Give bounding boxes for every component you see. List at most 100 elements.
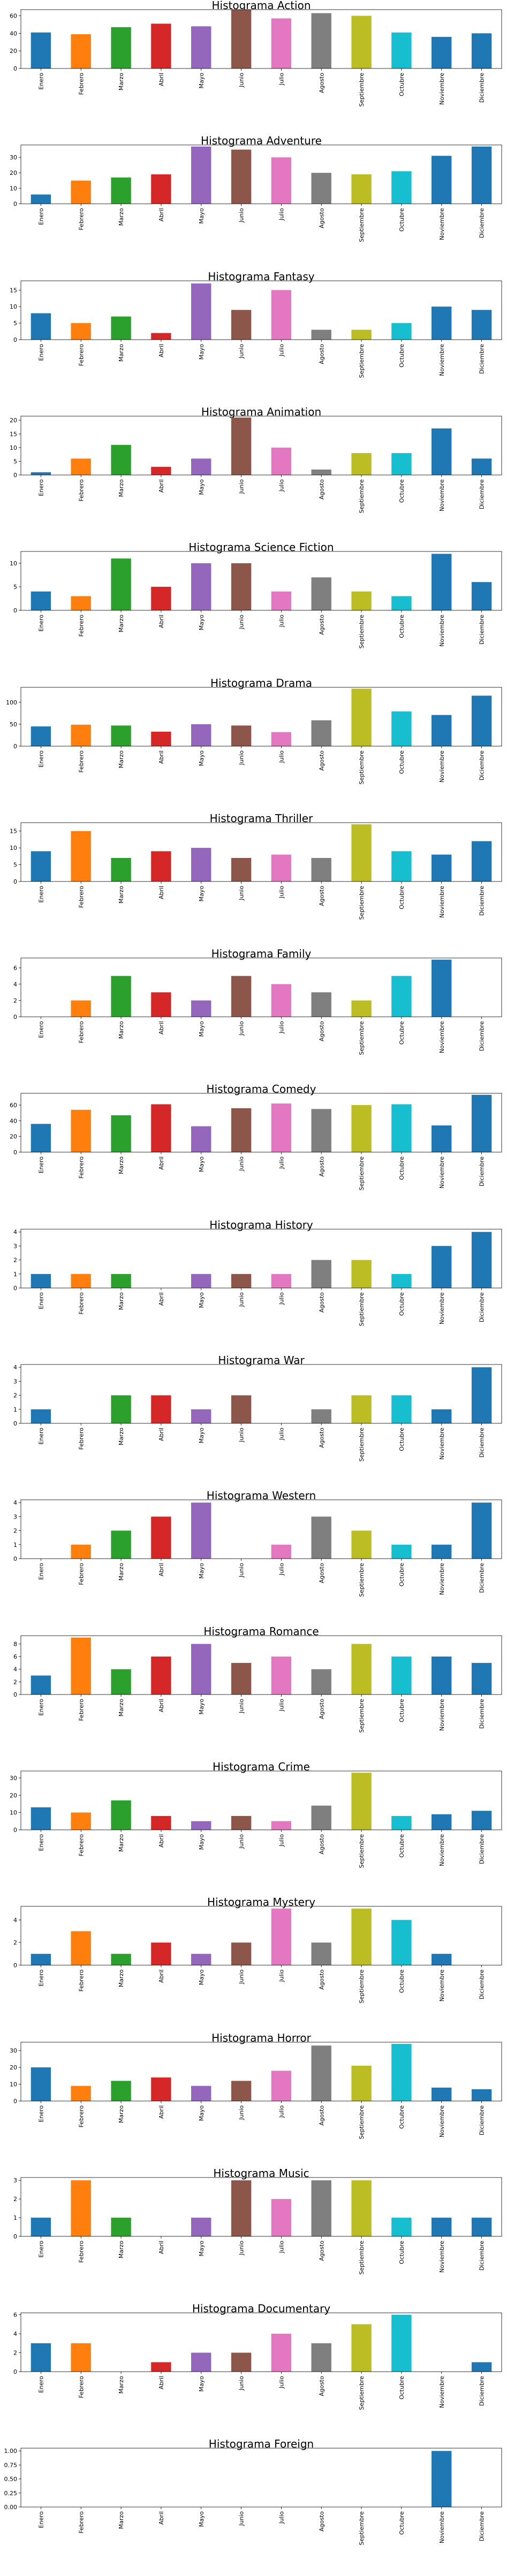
x-tick-label: Marzo [118, 2511, 125, 2529]
bar-septiembre [351, 2324, 372, 2372]
x-tick-label: Abril [158, 208, 165, 221]
x-tick-label: Junio [238, 1428, 245, 1443]
y-tick-label: 2 [13, 1392, 17, 1399]
x-tick-label: Julio [278, 1156, 285, 1169]
x-tick-label: Febrero [78, 886, 85, 908]
x-tick-label: Marzo [118, 2241, 125, 2259]
bar-noviembre [432, 1544, 452, 1559]
x-tick-label: Mayo [198, 2376, 205, 2392]
y-tick-label: 15 [10, 287, 17, 294]
y-tick-label: 0 [13, 1691, 17, 1698]
y-tick-label: 0.75 [4, 2462, 18, 2468]
y-tick-label: 10 [10, 303, 17, 310]
bar-septiembre [351, 1644, 372, 1695]
x-tick-label: Septiembre [358, 2511, 365, 2546]
y-tick-label: 2 [13, 2196, 17, 2203]
x-tick-label: Enero [37, 1156, 44, 1174]
bar-febrero [71, 1812, 91, 1830]
bar-noviembre [432, 715, 452, 746]
bar-diciembre [471, 146, 492, 204]
bar-noviembre [432, 1953, 452, 1965]
bar-junio [231, 563, 252, 610]
bar-noviembre [432, 854, 452, 881]
x-tick-label: Diciembre [479, 73, 486, 103]
x-tick-label: Enero [37, 2105, 44, 2122]
histogram-panel: Histograma Thriller 0 5 10 15 Enero Febrero Mar… [10, 812, 502, 920]
x-tick-label: Noviembre [438, 1699, 445, 1731]
bar-noviembre [432, 1657, 452, 1695]
bar-septiembre [351, 1530, 372, 1559]
y-tick-label: 20 [10, 2064, 17, 2071]
bar-noviembre [432, 428, 452, 475]
x-tick-label: Julio [278, 1021, 285, 1034]
x-tick-label: Noviembre [438, 1021, 445, 1053]
bar-mayo [191, 724, 211, 746]
bar-junio [231, 417, 252, 475]
bar-agosto [311, 858, 331, 881]
x-tick-label: Septiembre [358, 479, 365, 513]
bar-junio [231, 310, 252, 340]
histogram-panel: Histograma Family 0 2 4 6 Enero Febrero Marzo Ab… [13, 947, 502, 1055]
bar-mayo [191, 1409, 211, 1423]
x-tick-label: Noviembre [438, 1428, 445, 1460]
bar-agosto [311, 1516, 331, 1559]
bar-julio [271, 1103, 292, 1152]
x-tick-label: Abril [158, 73, 165, 86]
y-tick-label: 0 [13, 1285, 17, 1292]
x-tick-label: Marzo [118, 73, 125, 91]
x-tick-label: Noviembre [438, 1563, 445, 1595]
bar-febrero [71, 1274, 91, 1288]
y-tick-label: 4 [13, 1229, 17, 1236]
x-tick-label: Junio [238, 1699, 245, 1714]
x-tick-label: Noviembre [438, 1834, 445, 1866]
bar-diciembre [471, 1367, 492, 1423]
bar-mayo [191, 1821, 211, 1830]
x-tick-label: Junio [238, 73, 245, 88]
x-tick-label: Enero [37, 73, 44, 90]
x-tick-label: Octubre [398, 73, 405, 96]
x-tick-label: Julio [278, 1969, 285, 1982]
bar-septiembre [351, 1908, 372, 1965]
x-tick-label: Septiembre [358, 1969, 365, 2004]
x-tick-label: Marzo [118, 344, 125, 362]
x-tick-label: Diciembre [479, 1563, 486, 1593]
bar-octubre [391, 2314, 412, 2372]
bar-octubre [391, 323, 412, 340]
chart-title: Histograma Science Fiction [188, 541, 334, 554]
bar-noviembre [432, 2087, 452, 2101]
x-tick-label: Enero [37, 615, 44, 632]
x-tick-label: Agosto [318, 2376, 325, 2396]
x-tick-label: Febrero [78, 1969, 85, 1992]
bar-enero [31, 2218, 51, 2236]
x-tick-label: Abril [158, 1969, 165, 1983]
x-tick-label: Abril [158, 2241, 165, 2254]
x-tick-label: Septiembre [358, 344, 365, 378]
y-tick-label: 0 [13, 336, 17, 343]
y-tick-label: 40 [10, 1117, 17, 1124]
x-tick-label: Julio [278, 1699, 285, 1712]
bar-septiembre [351, 1000, 372, 1017]
bar-abril [151, 1657, 171, 1695]
x-tick-label: Marzo [118, 479, 125, 497]
x-tick-label: Diciembre [479, 479, 486, 509]
bar-diciembre [471, 2218, 492, 2236]
bar-mayo [191, 563, 211, 610]
x-tick-label: Febrero [78, 2511, 85, 2534]
bar-julio [271, 290, 292, 340]
x-tick-label: Noviembre [438, 208, 445, 240]
chart-title: Histograma Action [212, 0, 311, 12]
bar-agosto [311, 992, 331, 1017]
x-tick-label: Enero [37, 344, 44, 361]
bar-enero [31, 1953, 51, 1965]
bar-julio [271, 2334, 292, 2372]
y-tick-label: 0 [13, 1149, 17, 1156]
bar-septiembre [351, 1260, 372, 1288]
y-tick-label: 6 [13, 2312, 17, 2319]
bar-enero [31, 851, 51, 881]
y-tick-label: 0 [13, 607, 17, 614]
